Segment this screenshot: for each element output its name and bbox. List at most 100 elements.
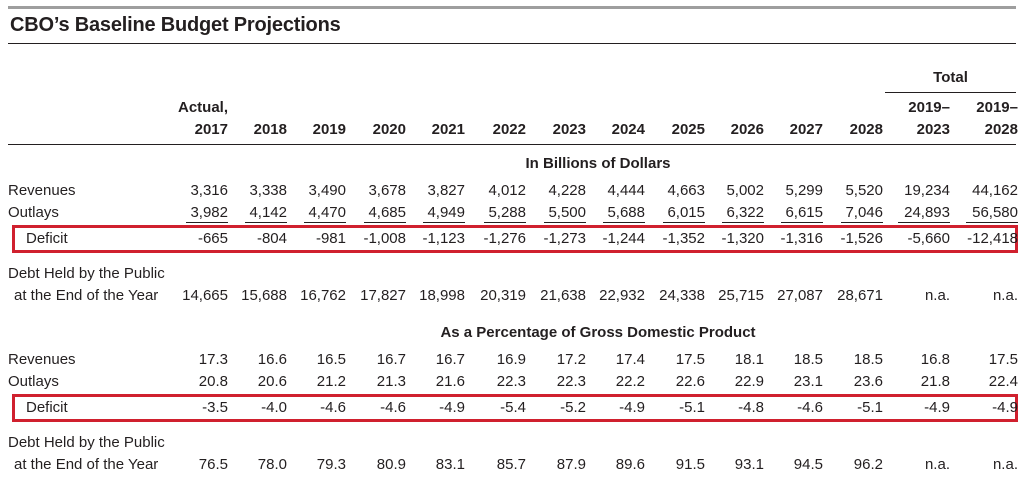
table-cell: -3.5 (202, 399, 228, 416)
table-cell: 25,715 (718, 287, 764, 304)
header-divider (8, 144, 1016, 145)
table-cell: 21.2 (316, 373, 346, 390)
sum-underline (663, 222, 705, 223)
deficit-highlight-gdp (12, 394, 1018, 422)
table-cell: 3,338 (249, 182, 287, 199)
table-cell: 21.6 (435, 373, 465, 390)
column-header-year: 2023 (552, 121, 586, 138)
table-cell: -4.9 (992, 399, 1018, 416)
table-cell: 4,228 (548, 182, 586, 199)
table-cell: 20.6 (257, 373, 287, 390)
table-cell: -5.4 (500, 399, 526, 416)
table-cell: 23.1 (793, 373, 823, 390)
table-cell: 17.5 (675, 351, 705, 368)
title-divider (8, 43, 1016, 44)
section-title-gdp: As a Percentage of Gross Domestic Produc… (440, 324, 756, 341)
column-header-line1: 2019– (976, 99, 1018, 116)
table-cell: 56,580 (972, 204, 1018, 221)
table-cell: 14,665 (182, 287, 228, 304)
total-header: Total (933, 69, 968, 86)
table-cell: 3,490 (308, 182, 346, 199)
table-cell: 15,688 (241, 287, 287, 304)
sum-underline (603, 222, 645, 223)
table-cell: 21.3 (376, 373, 406, 390)
table-cell: 4,142 (249, 204, 287, 221)
table-cell: 3,982 (190, 204, 228, 221)
table-cell: 3,827 (427, 182, 465, 199)
sum-underline (304, 222, 346, 223)
row-label-line1: Debt Held by the Public (8, 434, 165, 451)
top-rule (8, 6, 1016, 9)
row-label: Revenues (8, 351, 76, 368)
column-header-year: 2021 (431, 121, 465, 138)
table-cell: 18,998 (419, 287, 465, 304)
table-cell: 18.5 (793, 351, 823, 368)
table-cell: 5,288 (488, 204, 526, 221)
row-label: Outlays (8, 373, 59, 390)
table-cell: 22.9 (734, 373, 764, 390)
table-cell: 16.6 (257, 351, 287, 368)
table-cell: 80.9 (376, 456, 406, 473)
table-cell: 28,671 (837, 287, 883, 304)
sum-underline (484, 222, 526, 223)
sum-underline (966, 222, 1018, 223)
table-cell: 5,002 (726, 182, 764, 199)
table-cell: 78.0 (257, 456, 287, 473)
table-cell: -1,123 (422, 230, 465, 247)
table-cell: 76.5 (198, 456, 228, 473)
table-cell: -12,418 (967, 230, 1018, 247)
table-cell: 27,087 (777, 287, 823, 304)
table-cell: 18.5 (853, 351, 883, 368)
table-cell: 94.5 (793, 456, 823, 473)
table-cell: 20,319 (480, 287, 526, 304)
table-cell: -1,273 (543, 230, 586, 247)
column-header-line1: Actual, (177, 99, 228, 116)
table-cell: -4.9 (924, 399, 950, 416)
table-cell: n.a. (924, 456, 950, 473)
row-label: at the End of the Year (14, 456, 159, 473)
table-cell: -5.1 (857, 399, 883, 416)
table-cell: -1,526 (840, 230, 883, 247)
table-cell: -1,320 (721, 230, 764, 247)
table-cell: 22.3 (496, 373, 526, 390)
table-cell: 5,520 (845, 182, 883, 199)
column-header-year: 2018 (253, 121, 287, 138)
column-header-year: 2028 (984, 121, 1018, 138)
column-header-year: 2027 (789, 121, 823, 138)
table-cell: -5,660 (907, 230, 950, 247)
page-title: CBO’s Baseline Budget Projections (10, 14, 341, 36)
table-cell: 87.9 (556, 456, 586, 473)
table-cell: 3,316 (190, 182, 228, 199)
sum-underline (781, 222, 823, 223)
table-cell: 4,949 (427, 204, 465, 221)
table-cell: -1,008 (363, 230, 406, 247)
table-cell: -981 (315, 230, 346, 247)
table-cell: 4,685 (368, 204, 406, 221)
row-label: Revenues (8, 182, 76, 199)
section-title-billions: In Billions of Dollars (525, 155, 671, 172)
table-cell: 17,827 (360, 287, 406, 304)
row-label: Outlays (8, 204, 59, 221)
table-cell: -4.6 (797, 399, 823, 416)
table-cell: 22.3 (556, 373, 586, 390)
table-cell: -1,244 (602, 230, 645, 247)
column-header-year: 2023 (916, 121, 950, 138)
table-cell: 16.5 (316, 351, 346, 368)
table-cell: -1,352 (662, 230, 705, 247)
table-cell: 4,444 (607, 182, 645, 199)
row-label: at the End of the Year (14, 287, 159, 304)
table-cell: 16.8 (920, 351, 950, 368)
table-cell: 19,234 (904, 182, 950, 199)
table-cell: 16.7 (376, 351, 406, 368)
table-cell: 4,663 (667, 182, 705, 199)
table-cell: 83.1 (435, 456, 465, 473)
table-cell: 17.2 (556, 351, 586, 368)
table-cell: -4.9 (439, 399, 465, 416)
table-cell: 20.8 (198, 373, 228, 390)
table-cell: 24,893 (904, 204, 950, 221)
table-cell: 23.6 (853, 373, 883, 390)
sum-underline (245, 222, 287, 223)
table-cell: 44,162 (972, 182, 1018, 199)
table-cell: n.a. (924, 287, 950, 304)
table-cell: -4.6 (320, 399, 346, 416)
